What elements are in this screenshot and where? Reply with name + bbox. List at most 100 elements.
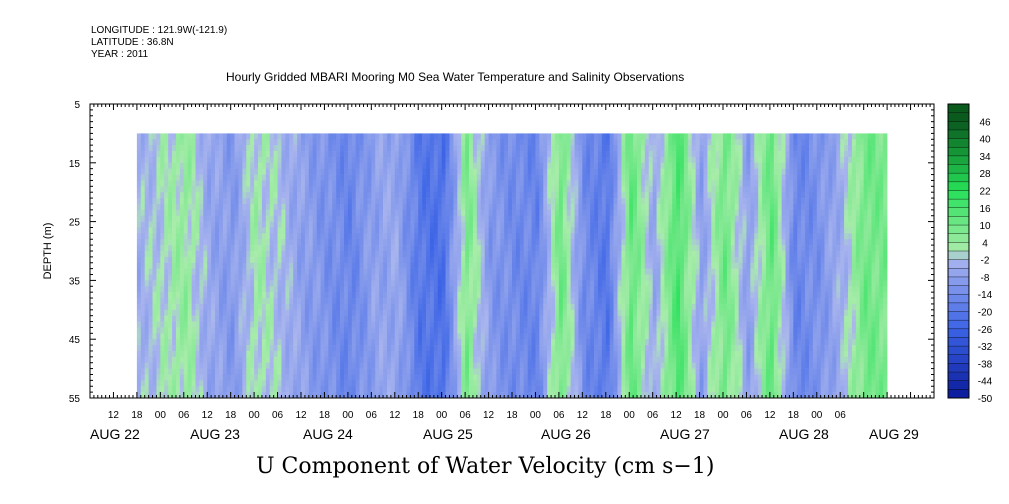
heatmap-cell <box>531 133 536 140</box>
heatmap-cell <box>512 333 517 340</box>
heatmap-cell <box>492 139 497 146</box>
heatmap-cell <box>410 292 415 299</box>
heatmap-cell <box>195 333 200 340</box>
heatmap-cell <box>308 168 314 175</box>
heatmap-cell <box>496 286 501 293</box>
heatmap-cell <box>281 286 286 293</box>
heatmap-cell <box>414 356 419 364</box>
heatmap-cell <box>191 386 196 393</box>
heatmap-cell <box>336 392 341 399</box>
heatmap-cell <box>172 321 177 328</box>
heatmap-cell <box>469 280 474 287</box>
heatmap-cell <box>273 233 278 240</box>
heatmap-cell <box>136 392 142 399</box>
heatmap-cell <box>218 198 224 205</box>
heatmap-cell <box>250 327 255 334</box>
heatmap-cell <box>195 345 200 352</box>
heatmap-cell <box>547 333 552 340</box>
heatmap-cell <box>316 186 321 193</box>
heatmap-cell <box>183 239 188 246</box>
heatmap-cell <box>320 303 325 311</box>
heatmap-cell <box>543 162 548 169</box>
heatmap-cell <box>406 327 411 334</box>
heatmap-cell <box>461 356 466 364</box>
heatmap-cell <box>441 227 446 234</box>
heatmap-cell <box>402 151 407 158</box>
heatmap-cell <box>426 145 431 152</box>
heatmap-cell <box>512 174 517 181</box>
heatmap-cell <box>347 227 353 234</box>
heatmap-cell <box>476 239 482 246</box>
heatmap-cell <box>410 139 415 146</box>
heatmap-cell <box>515 168 521 175</box>
heatmap-cell <box>207 198 212 205</box>
heatmap-cell <box>340 392 345 399</box>
heatmap-cell <box>320 162 325 169</box>
heatmap-cell <box>433 168 439 175</box>
heatmap-cell <box>496 256 501 264</box>
heatmap-cell <box>183 203 188 211</box>
heatmap-cell <box>539 227 544 234</box>
heatmap-cell <box>246 362 251 369</box>
heatmap-cell <box>340 227 345 234</box>
heatmap-cell <box>367 151 372 158</box>
heatmap-cell <box>515 374 521 381</box>
heatmap-cell <box>488 262 493 269</box>
heatmap-cell <box>398 350 403 358</box>
heatmap-cell <box>254 309 259 316</box>
heatmap-cell <box>172 227 177 234</box>
heatmap-cell <box>492 262 497 269</box>
heatmap-cell <box>164 186 169 193</box>
heatmap-cell <box>332 151 337 158</box>
heatmap-cell <box>496 356 501 364</box>
heatmap-cell <box>496 198 501 205</box>
heatmap-cell <box>457 327 462 334</box>
heatmap-cell <box>472 327 478 334</box>
heatmap-cell <box>566 245 571 252</box>
heatmap-cell <box>238 251 243 258</box>
heatmap-cell <box>441 274 446 281</box>
heatmap-cell <box>441 174 446 181</box>
heatmap-cell <box>238 262 243 269</box>
heatmap-cell <box>410 256 415 264</box>
heatmap-cell <box>250 368 255 375</box>
heatmap-cell <box>375 203 380 211</box>
heatmap-cell <box>394 298 399 305</box>
heatmap-cell <box>301 256 306 264</box>
heatmap-cell <box>136 380 142 387</box>
heatmap-cell <box>258 262 263 269</box>
heatmap-cell <box>289 198 294 205</box>
heatmap-cell <box>422 292 427 299</box>
heatmap-cell <box>261 339 267 346</box>
heatmap-cell <box>500 145 505 152</box>
heatmap-cell <box>519 245 525 252</box>
heatmap-cell <box>332 221 337 228</box>
heatmap-cell <box>351 339 357 346</box>
heatmap-cell <box>418 286 423 293</box>
heatmap-cell <box>418 392 423 399</box>
heatmap-cell <box>426 274 431 281</box>
heatmap-cell <box>461 198 466 205</box>
heatmap-cell <box>406 303 411 311</box>
heatmap-cell <box>293 209 298 217</box>
heatmap-cell <box>211 245 216 252</box>
heatmap-cell <box>152 292 157 299</box>
heatmap-cell <box>406 215 411 222</box>
heatmap-cell <box>332 345 337 352</box>
heatmap-cell <box>215 203 220 211</box>
heatmap-cell <box>492 215 497 222</box>
heatmap-cell <box>398 174 403 181</box>
heatmap-cell <box>472 233 478 240</box>
heatmap-cell <box>386 145 392 152</box>
heatmap-cell <box>504 345 509 352</box>
heatmap-cell <box>547 156 552 164</box>
heatmap-cell <box>332 292 337 299</box>
heatmap-cell <box>281 303 286 311</box>
heatmap-cell <box>261 256 267 264</box>
heatmap-cell <box>402 315 407 322</box>
heatmap-cell <box>457 227 462 234</box>
heatmap-cell <box>500 245 505 252</box>
heatmap-cell <box>179 362 185 369</box>
heatmap-cell <box>222 321 228 328</box>
heatmap-cell <box>179 333 185 340</box>
